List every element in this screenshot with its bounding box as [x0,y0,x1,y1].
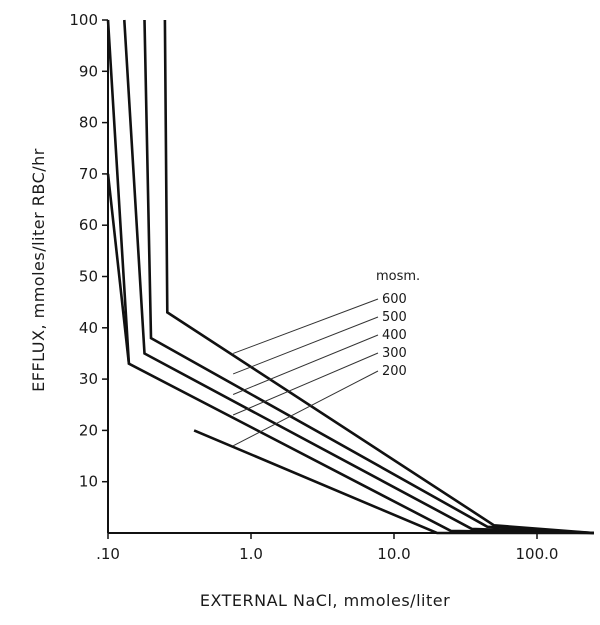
leader-line-500 [232,316,379,375]
series-line-segment [106,173,131,364]
legend: mosm. 600 500 400 300 200 [232,269,420,447]
series-line-500 [143,19,594,535]
x-tick-label: .10 [96,545,120,563]
y-tick-label: 50 [79,268,98,286]
series-label-300: 300 [382,346,407,361]
y-tick-label: 40 [79,319,98,337]
series-label-400: 400 [382,328,407,343]
y-tick-label: 90 [79,62,98,80]
leader-line-600 [232,298,379,354]
series-line-300 [106,19,594,535]
series-label-600: 600 [382,292,407,307]
y-tick-label: 20 [79,421,98,439]
series-lines [106,19,594,535]
x-tick-label: 1.0 [239,545,263,563]
y-tick-label: 10 [79,473,98,491]
series-line-200 [193,429,594,535]
x-axis-title: EXTERNAL NaCl, mmoles/liter [200,591,450,610]
y-tick-label: 70 [79,165,98,183]
legend-title: mosm. [376,269,420,284]
leader-line-300 [232,352,379,416]
y-tick-label: 80 [79,114,98,132]
x-tick-label: 10.0 [377,545,410,563]
y-tick-label: 30 [79,370,98,388]
y-axis-title: EFFLUX, mmoles/liter RBC/hr [29,148,48,392]
y-tick-label: 60 [79,216,98,234]
leader-line-400 [232,334,379,395]
y-tick-label: 100 [69,11,98,29]
tick-labels: 10 20 30 40 50 60 70 80 90 100 .10 1.0 10.0 100.0 [69,11,558,563]
series-label-200: 200 [382,364,407,379]
x-tick-label: 100.0 [516,545,559,563]
series-label-500: 500 [382,310,407,325]
leader-line-200 [232,370,379,447]
